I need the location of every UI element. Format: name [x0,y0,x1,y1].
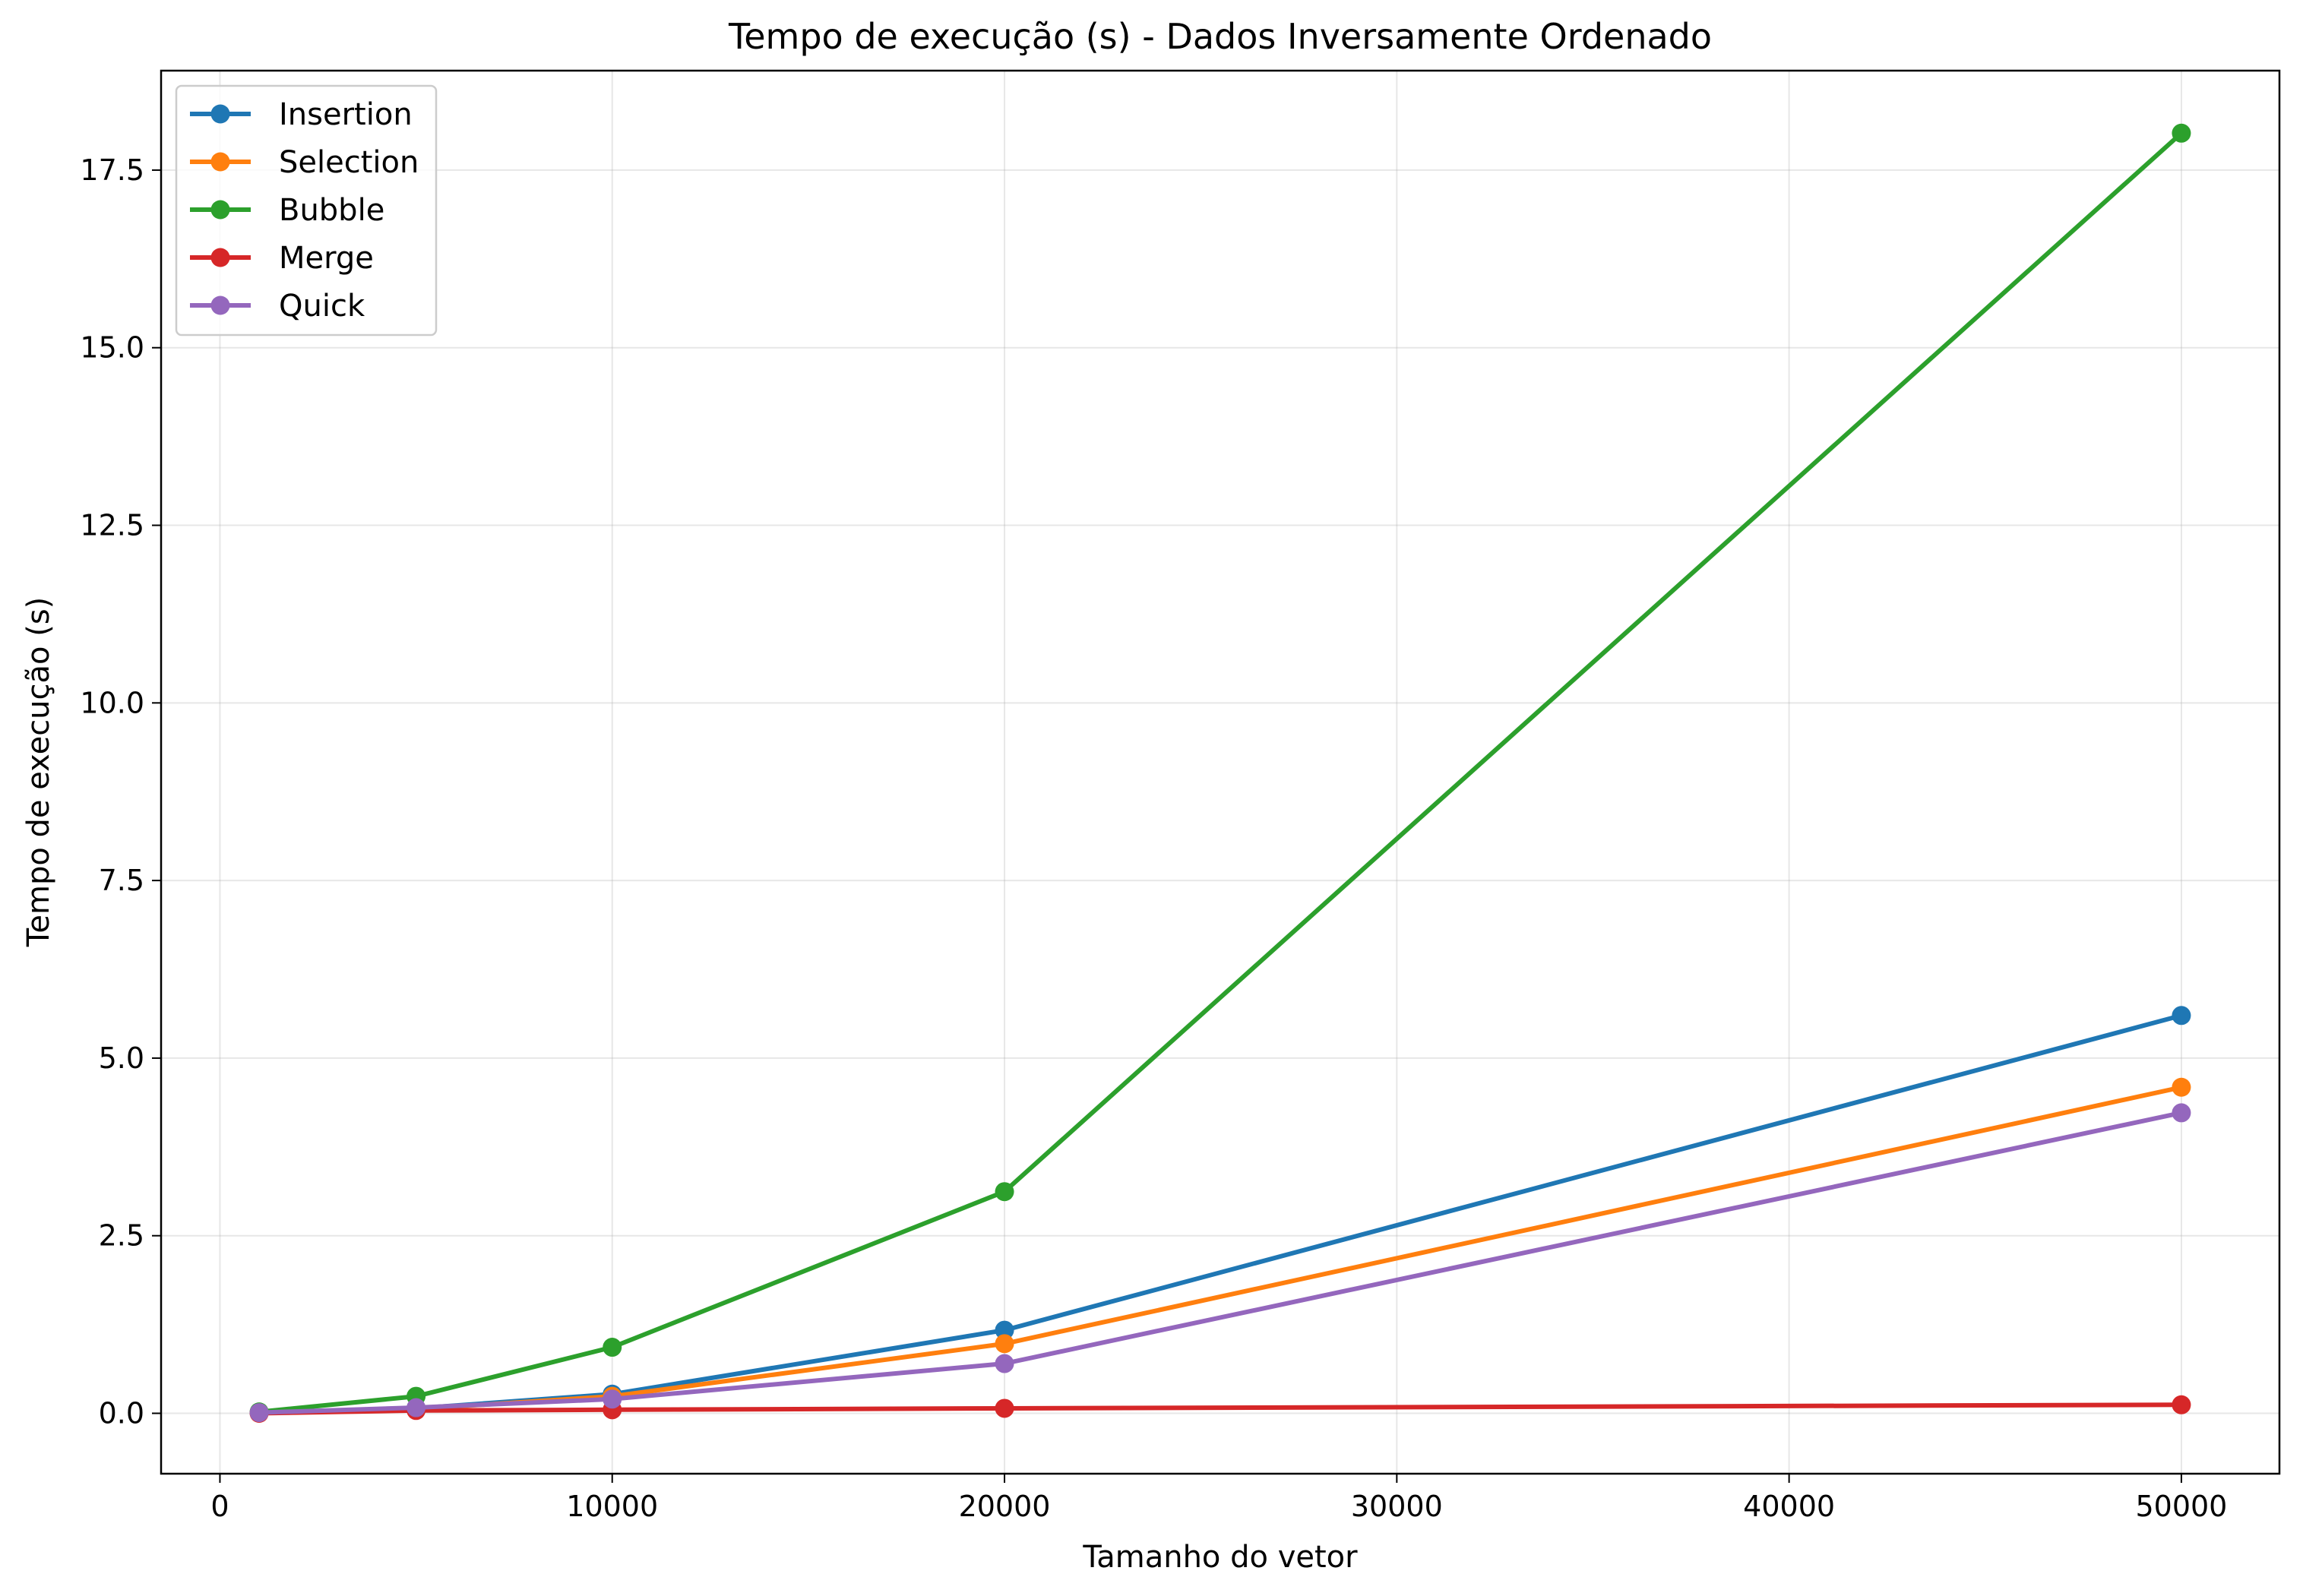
legend-label-merge: Merge [279,241,374,276]
x-tick-label: 10000 [566,1490,658,1523]
data-point-bubble [995,1182,1014,1202]
legend-box [175,84,438,337]
tick-layer: 0 10000 20000 30000 40000 50000 0.0 2.5 5.0 7.5 10… [80,153,2227,1523]
data-point-selection [995,1334,1014,1354]
grid-layer [161,71,2279,1474]
data-point-bubble [2172,123,2191,143]
legend-label-insertion: Insertion [279,97,413,132]
data-point-insertion [995,1320,1014,1340]
y-tick-label: 2.5 [99,1219,144,1253]
chart-title: Tempo de execução (s) - Dados Inversamen… [728,16,1712,57]
legend-marker-quick [210,295,230,315]
data-point-merge [2172,1395,2191,1414]
x-tick-label: 20000 [959,1490,1051,1523]
legend-label-quick: Quick [279,289,365,324]
series-layer [249,123,2191,1424]
y-axis-title: Tempo de execução (s) [21,597,56,948]
y-tick-label: 5.0 [99,1041,144,1075]
x-tick-label: 0 [210,1490,229,1523]
data-point-bubble [603,1338,622,1357]
data-point-quick [603,1389,622,1409]
y-tick-label: 15.0 [80,331,144,365]
data-point-quick [2172,1103,2191,1123]
x-tick-label: 40000 [1743,1490,1835,1523]
y-tick-label: 17.5 [80,153,144,187]
legend-label-selection: Selection [279,145,419,180]
legend-label-bubble: Bubble [279,193,384,228]
data-point-quick [249,1403,269,1423]
data-point-merge [995,1398,1014,1418]
data-point-quick [995,1354,1014,1373]
y-tick-label: 10.0 [80,686,144,719]
legend-marker-insertion [210,104,230,124]
y-tick-label: 12.5 [80,509,144,542]
x-tick-label: 50000 [2135,1490,2227,1523]
plot-frame [160,69,2281,1475]
y-tick-label: 7.5 [99,864,144,897]
legend-marker-selection [210,152,230,172]
x-axis-title: Tamanho do vetor [1082,1540,1358,1575]
legend-marker-bubble [210,200,230,220]
y-tick-label: 0.0 [99,1397,144,1430]
legend-marker-merge [210,248,230,267]
x-tick-label: 30000 [1351,1490,1443,1523]
data-point-insertion [2172,1006,2191,1026]
legend: Insertion Selection Bubble Merge Quick [175,84,438,337]
data-point-selection [2172,1077,2191,1097]
data-point-quick [407,1398,426,1417]
